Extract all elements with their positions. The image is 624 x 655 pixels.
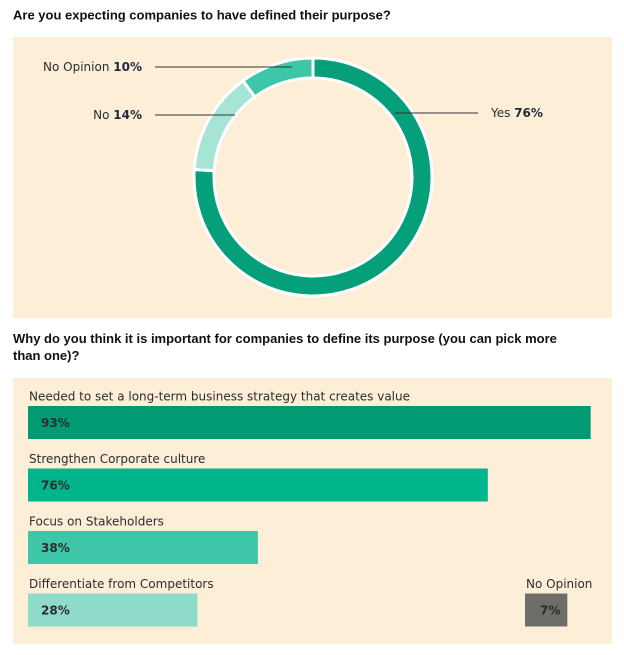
- category-label: No Opinion: [43, 60, 109, 74]
- bar-category: Strengthen Corporate culture: [29, 452, 205, 466]
- bar-category: Differentiate from Competitors: [29, 577, 214, 591]
- donut-label: Yes 76%: [490, 106, 543, 120]
- bar-value: 7%: [540, 604, 560, 618]
- bar-value: 28%: [41, 604, 70, 618]
- donut-label: No 14%: [93, 108, 142, 122]
- value-label: 14%: [113, 108, 142, 122]
- category-label: Yes: [490, 106, 510, 120]
- chart-title: Why do you think it is important for com…: [13, 331, 557, 363]
- bar: [28, 468, 488, 502]
- bar: [28, 593, 198, 627]
- bar-category: Focus on Stakeholders: [29, 515, 164, 529]
- bar-category: Needed to set a long-term business strat…: [29, 390, 410, 404]
- donut-segment: [240, 56, 315, 100]
- bar: [28, 406, 591, 439]
- bar: [525, 593, 568, 627]
- bar-value: 38%: [41, 541, 70, 555]
- value-label: 76%: [514, 106, 543, 120]
- bar-value: 76%: [41, 479, 70, 493]
- donut-segment: [192, 56, 434, 298]
- donut-label: No Opinion 10%: [43, 60, 142, 74]
- panel: [13, 37, 612, 318]
- value-label: 10%: [113, 60, 142, 74]
- category-label: No: [93, 108, 109, 122]
- bar: [28, 531, 258, 564]
- chart-title: Are you expecting companies to have defi…: [13, 7, 391, 22]
- bar-category: No Opinion: [526, 577, 592, 591]
- bar-value: 93%: [41, 416, 70, 430]
